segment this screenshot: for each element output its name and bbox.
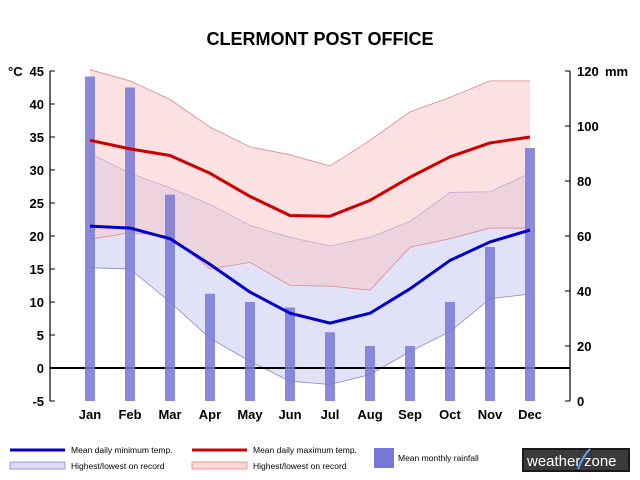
legend: Mean daily minimum temp. Mean daily maxim… xyxy=(9,445,479,471)
legend-swatch-2 xyxy=(9,461,66,470)
y-left-unit: °C xyxy=(8,64,23,79)
rain-bar-jul xyxy=(325,332,335,401)
y-left-tick-label: 45 xyxy=(30,64,44,79)
y-right-tick-label: 20 xyxy=(577,339,591,354)
y-right-tick-label: 60 xyxy=(577,229,591,244)
y-left-tick-label: 10 xyxy=(30,295,44,310)
rain-bar-oct xyxy=(445,302,455,401)
y-right-tick-label: 0 xyxy=(577,394,584,409)
legend-swatch-3 xyxy=(191,461,248,470)
chart-title: CLERMONT POST OFFICE xyxy=(207,29,434,49)
legend-label-0: Mean daily minimum temp. xyxy=(71,445,173,455)
rain-bar-dec xyxy=(525,148,535,401)
x-tick-label-jun: Jun xyxy=(278,407,301,422)
rain-bar-apr xyxy=(205,293,215,401)
y-left-tick-label: 5 xyxy=(37,328,44,343)
y-left-tick-label: 25 xyxy=(30,196,44,211)
logo-swoosh-icon xyxy=(577,448,591,470)
x-tick-label-oct: Oct xyxy=(439,407,461,422)
legend-label-4: Mean monthly rainfall xyxy=(398,453,479,463)
x-tick-label-sep: Sep xyxy=(398,407,422,422)
x-tick-label-feb: Feb xyxy=(118,407,141,422)
logo-inner xyxy=(524,450,628,470)
rain-bar-aug xyxy=(365,346,375,401)
legend-label-1: Mean daily maximum temp. xyxy=(253,445,357,455)
x-tick-label-mar: Mar xyxy=(158,407,181,422)
y-left-tick-label: 0 xyxy=(37,361,44,376)
rain-bar-jun xyxy=(285,307,295,401)
plot-area xyxy=(50,69,570,401)
y-left-tick-label: 40 xyxy=(30,97,44,112)
y-right-tick-label: 40 xyxy=(577,284,591,299)
x-tick-label-apr: Apr xyxy=(199,407,221,422)
rain-bar-feb xyxy=(125,87,135,401)
rain-bar-mar xyxy=(165,194,175,401)
x-tick-label-dec: Dec xyxy=(518,407,542,422)
y-left-tick-label: 15 xyxy=(30,262,44,277)
mean-min-line xyxy=(89,224,531,325)
x-tick-label-nov: Nov xyxy=(478,407,503,422)
y-right-unit: mm xyxy=(605,64,628,79)
rain-bar-jan xyxy=(85,76,95,401)
legend-swatch-4 xyxy=(374,448,394,468)
x-tick-label-aug: Aug xyxy=(357,407,382,422)
x-tick-label-jul: Jul xyxy=(321,407,340,422)
x-tick-label-may: May xyxy=(237,407,263,422)
axes: 45 40 35 30 25 20 15 10 5 0 -5 °C 120 100 80 60 40 20 0 mm J… xyxy=(8,64,628,422)
legend-label-3: Highest/lowest on record xyxy=(253,461,347,471)
y-right-tick-label: 80 xyxy=(577,174,591,189)
y-right-tick-label: 100 xyxy=(577,119,599,134)
logo-text-zone: zone xyxy=(584,453,617,470)
y-left-tick-label: 30 xyxy=(30,163,44,178)
weatherzone-logo: weather zone xyxy=(522,448,630,472)
legend-label-2: Highest/lowest on record xyxy=(71,461,165,471)
rain-bar-nov xyxy=(485,247,495,401)
y-right-tick-label: 120 xyxy=(577,64,599,79)
record-band-max xyxy=(90,69,530,291)
y-left-tick-label: -5 xyxy=(32,394,44,409)
rain-bar-sep xyxy=(405,346,415,401)
mean-max-line xyxy=(89,135,531,218)
rain-bar-may xyxy=(245,302,255,401)
logo-text-weather: weather xyxy=(526,453,580,470)
record-band-min-lower xyxy=(89,267,531,385)
y-left-tick-label: 20 xyxy=(30,229,44,244)
x-tick-label-jan: Jan xyxy=(79,407,101,422)
y-left-tick-label: 35 xyxy=(30,130,44,145)
record-band-max-upper xyxy=(89,69,530,167)
